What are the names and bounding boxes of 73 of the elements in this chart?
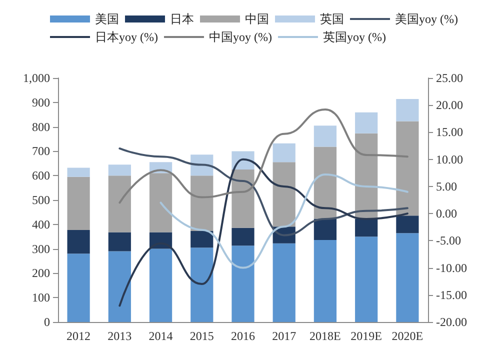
y-tick-label: 100 (32, 290, 50, 305)
bar (108, 164, 131, 176)
legend-label: 英国 (320, 12, 344, 26)
bar (67, 230, 90, 254)
bar (108, 176, 131, 232)
bar (149, 173, 172, 232)
legend-label: 美国 (95, 12, 119, 26)
y-tick-label: 700 (32, 144, 50, 158)
y2-tick-label: -5.00 (436, 234, 461, 248)
y2-tick-label: 15.00 (436, 125, 463, 140)
line-series (118, 147, 408, 236)
legend-label: 中国 (245, 12, 269, 26)
y2-tick-label: 0.00 (436, 206, 457, 221)
y-tick-label: 600 (32, 168, 50, 183)
bar (314, 218, 337, 240)
y-tick-label: 500 (32, 193, 50, 207)
bar (108, 251, 131, 322)
legend-label: 英国yoy (%) (322, 30, 386, 44)
legend-label: 日本yoy (%) (95, 30, 158, 44)
bar (314, 146, 337, 219)
bar (232, 246, 254, 322)
y2-tick-label: 25.00 (436, 71, 463, 85)
bar (355, 133, 378, 219)
bar (232, 228, 254, 246)
y-tick-label: 300 (32, 242, 50, 256)
legend-label: 中国yoy (%) (208, 30, 272, 44)
bar (272, 143, 296, 162)
y-tick-label: 1,000 (23, 71, 50, 85)
bar (355, 112, 378, 134)
bar (190, 230, 214, 248)
y2-tick-label: 10.00 (436, 152, 463, 166)
bar (190, 176, 214, 231)
y-tick-label: 0 (44, 315, 50, 329)
line-series (160, 174, 408, 269)
y-tick-label: 400 (32, 217, 50, 232)
bar (396, 216, 419, 234)
x-tick-label: 2014 (148, 329, 173, 343)
x-tick-label: 2018E (310, 329, 341, 343)
line-series (118, 108, 408, 204)
y2-tick-label: -15.00 (436, 288, 467, 302)
x-tick-label: 2015 (190, 329, 214, 343)
bar (396, 121, 419, 216)
bar (272, 162, 296, 227)
y2-tick-label: -20.00 (436, 315, 467, 329)
x-tick-label: 2017 (272, 329, 296, 343)
y-tick-label: 200 (32, 266, 50, 280)
bar (67, 254, 90, 322)
bar (314, 240, 337, 322)
bar (272, 243, 296, 322)
y2-tick-label: -10.00 (436, 260, 467, 275)
x-tick-label: 2012 (66, 329, 91, 343)
bar (190, 248, 214, 322)
x-tick-label: 2013 (108, 329, 132, 343)
bar (67, 176, 90, 230)
legend-label: 日本 (170, 12, 194, 26)
y2-tick-label: 5.00 (436, 179, 457, 194)
x-tick-label: 2020E (392, 329, 424, 343)
y-tick-label: 800 (32, 120, 50, 134)
bar (355, 218, 378, 237)
x-tick-label: 2016 (231, 329, 255, 343)
legend-label: 美国yoy (%) (395, 12, 458, 26)
line-series (118, 158, 408, 307)
y-tick-label: 900 (32, 95, 50, 110)
bar (355, 236, 378, 322)
bar (314, 126, 337, 147)
bar (232, 170, 254, 228)
bar (149, 248, 172, 322)
bar (396, 98, 419, 122)
bar (67, 168, 90, 177)
bar (396, 233, 419, 322)
x-tick-label: 2019E (350, 329, 382, 343)
bar (108, 232, 131, 252)
y2-tick-label: 20.00 (436, 98, 463, 112)
